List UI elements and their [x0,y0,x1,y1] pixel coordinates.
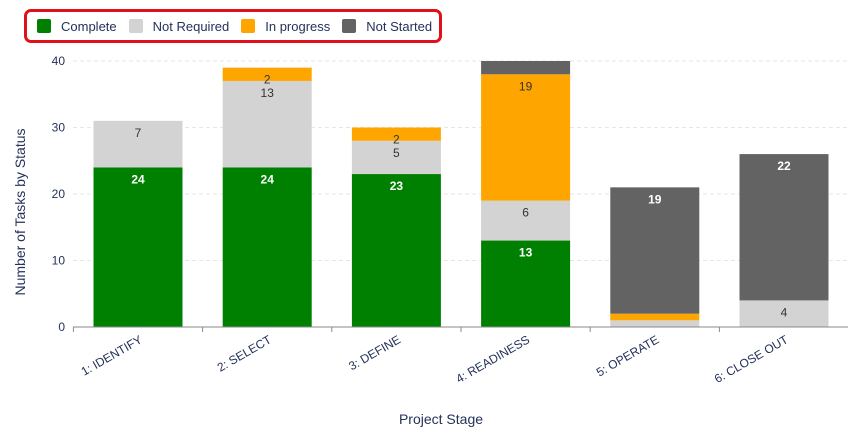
x-tick-label: 6: CLOSE OUT [712,332,791,386]
data-label: 5 [393,146,400,160]
data-label: 13 [519,246,533,260]
legend-swatch [342,19,357,33]
bar-segment [481,61,571,75]
x-tick-label: 4: READINESS [453,332,532,385]
bars [93,61,829,327]
y-tick-label: 0 [58,320,65,334]
data-label: 19 [648,192,662,206]
x-tick-label: 1: IDENTIFY [79,332,145,378]
legend-swatch [128,19,143,33]
bar-segment [481,200,571,241]
bar-segment [351,127,441,141]
bar-segment [481,240,571,327]
bar-segment [610,320,700,327]
y-tick-label: 40 [52,54,66,68]
y-axis-title: Number of Tasks by Status [12,128,28,295]
bar-segment [93,167,183,327]
legend-label: Complete [61,18,117,34]
y-tick-label: 10 [52,254,66,268]
data-label: 23 [390,179,404,193]
x-axis-title: Project Stage [399,411,483,427]
legend-label: Not Required [152,18,230,34]
data-label: 19 [519,79,533,93]
data-label: 24 [131,172,145,186]
legend-swatch [241,19,256,33]
data-label: 24 [261,172,275,186]
bar-segment [351,140,441,175]
data-label: 4 [781,305,788,319]
legend-item[interactable]: Not Required [128,18,230,34]
grid-lines [73,60,848,261]
data-label: 2 [264,73,271,87]
bar-segment [93,120,183,168]
legend-swatch [37,19,51,33]
bar-segment [351,174,441,327]
legend-item[interactable]: In progress [241,19,330,34]
data-label: 13 [261,86,275,100]
bar-segment [481,74,571,201]
bar-segment [222,67,312,81]
bar-segment [739,154,829,301]
x-tick-label: 2: SELECT [215,332,275,374]
data-label: 6 [522,206,529,220]
y-tick-label: 30 [52,121,66,135]
bar-segment [610,187,700,314]
legend-item[interactable]: Not Started [342,19,432,34]
bar-segment [222,167,312,327]
y-tick-label: 20 [52,187,66,201]
x-tick-label: 3: DEFINE [346,332,403,373]
legend-item[interactable]: Complete [37,19,117,34]
data-label: 22 [777,159,791,173]
chart-legend: Complete Not Required In progress Not Start… [24,9,442,43]
bar-segment [610,313,700,321]
legend-label: Not Started [366,18,433,34]
x-tick-label: 5: OPERATE [594,332,661,379]
data-label: 7 [135,126,142,140]
bar-segment [739,300,829,327]
data-label: 2 [393,133,400,147]
bar-segment [222,80,312,168]
legend-label: In progress [265,18,331,34]
